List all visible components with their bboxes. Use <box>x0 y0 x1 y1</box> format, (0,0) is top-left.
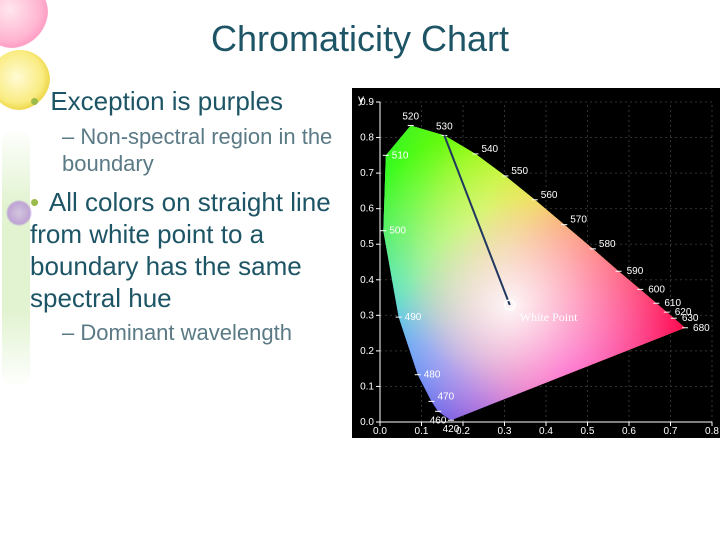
chart-svg: 0.00.10.20.30.40.50.60.70.80.00.10.20.30… <box>352 88 720 438</box>
svg-text:500: 500 <box>389 226 406 237</box>
sub-bullet-item: – Dominant wavelength <box>62 320 362 347</box>
chromaticity-chart: y x 0.00.10.20.30.40.50.60.70.80.00.10.2… <box>352 88 720 438</box>
svg-text:0.2: 0.2 <box>360 346 374 357</box>
svg-text:470: 470 <box>437 391 454 402</box>
svg-text:600: 600 <box>648 284 665 295</box>
bullet-dot-icon: • <box>30 86 39 116</box>
svg-text:680: 680 <box>693 323 710 334</box>
svg-text:510: 510 <box>392 150 409 161</box>
dash-icon: – <box>62 124 74 149</box>
svg-text:550: 550 <box>511 166 528 177</box>
bullet-text: All colors on straight line from white p… <box>30 187 331 312</box>
svg-text:530: 530 <box>436 121 453 132</box>
svg-text:460: 460 <box>430 415 447 426</box>
svg-text:0.9: 0.9 <box>360 97 374 108</box>
svg-text:0.7: 0.7 <box>664 426 678 437</box>
svg-text:540: 540 <box>481 144 498 155</box>
svg-text:520: 520 <box>402 111 419 122</box>
svg-text:0.6: 0.6 <box>360 204 374 215</box>
page-title: Chromaticity Chart <box>0 18 720 60</box>
sub-bullet-text: Dominant wavelength <box>80 320 292 345</box>
bullet-item: • All colors on straight line from white… <box>30 187 362 314</box>
svg-text:0.4: 0.4 <box>539 426 553 437</box>
svg-text:0.1: 0.1 <box>415 426 429 437</box>
svg-text:0.7: 0.7 <box>360 168 374 179</box>
sub-bullet-text: Non-spectral region in the boundary <box>62 124 332 176</box>
svg-text:480: 480 <box>424 370 441 381</box>
dash-icon: – <box>62 320 74 345</box>
svg-text:0.4: 0.4 <box>360 275 374 286</box>
svg-text:0.8: 0.8 <box>360 133 374 144</box>
svg-text:White Point: White Point <box>520 310 578 324</box>
bullet-item: • Exception is purples <box>30 86 362 118</box>
svg-text:590: 590 <box>627 266 644 277</box>
svg-text:490: 490 <box>405 312 422 323</box>
svg-text:0.3: 0.3 <box>498 426 512 437</box>
svg-text:0.5: 0.5 <box>360 239 374 250</box>
decorative-bubble-purple <box>6 200 32 226</box>
sub-bullet-item: – Non-spectral region in the boundary <box>62 124 362 178</box>
svg-text:0.0: 0.0 <box>360 417 374 428</box>
svg-text:580: 580 <box>599 239 616 250</box>
svg-text:0.6: 0.6 <box>622 426 636 437</box>
svg-text:570: 570 <box>570 215 587 226</box>
svg-text:0.5: 0.5 <box>581 426 595 437</box>
decorative-stem <box>2 128 30 388</box>
bullet-text: Exception is purples <box>50 86 283 116</box>
svg-text:0.0: 0.0 <box>373 426 387 437</box>
svg-text:560: 560 <box>541 190 558 201</box>
svg-text:0.8: 0.8 <box>705 426 719 437</box>
bullet-list: • Exception is purples – Non-spectral re… <box>30 86 362 357</box>
svg-text:0.1: 0.1 <box>360 381 374 392</box>
svg-text:0.3: 0.3 <box>360 310 374 321</box>
bullet-dot-icon: • <box>30 187 39 217</box>
